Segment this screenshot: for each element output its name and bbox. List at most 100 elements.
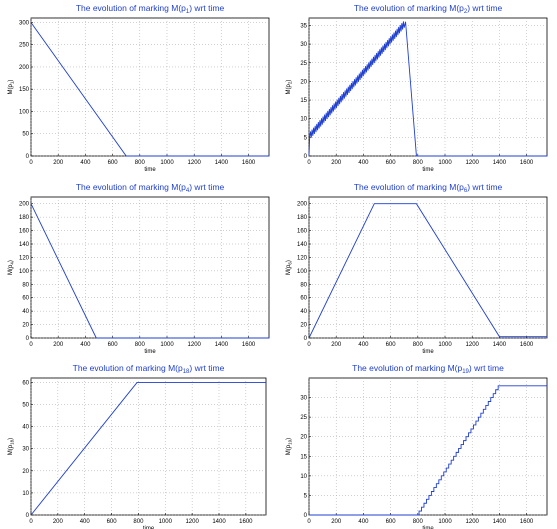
y-tick-label: 20: [300, 435, 307, 441]
y-tick-label: 40: [22, 425, 29, 431]
chart-title: The evolution of marking M(p2) wrt time: [354, 3, 503, 15]
x-tick-label: 1000: [159, 519, 173, 525]
x-tick-label: 1000: [438, 160, 452, 166]
y-tick-label: 200: [19, 202, 30, 208]
y-axis-label: M(p1): [8, 80, 15, 95]
y-tick-label: 20: [22, 469, 29, 475]
x-tick-label: 600: [108, 342, 119, 348]
x-tick-label: 1000: [160, 160, 174, 166]
x-tick-label: 400: [80, 342, 91, 348]
x-tick-label: 1600: [520, 519, 534, 525]
y-tick-label: 60: [22, 296, 29, 302]
y-tick-label: 140: [19, 242, 30, 248]
y-tick-label: 100: [19, 269, 30, 275]
y-tick-label: 160: [19, 229, 30, 235]
y-tick-label: 0: [304, 513, 308, 519]
x-tick-label: 0: [29, 519, 33, 525]
x-tick-label: 1200: [185, 519, 199, 525]
y-tick-label: 10: [300, 117, 307, 123]
x-tick-label: 1600: [242, 160, 256, 166]
y-axis-label: M(p4): [8, 260, 15, 275]
x-tick-label: 1600: [520, 342, 534, 348]
x-tick-label: 600: [386, 342, 397, 348]
y-tick-label: 20: [22, 323, 29, 329]
x-tick-label: 600: [107, 519, 118, 525]
x-tick-label: 1200: [466, 342, 480, 348]
x-tick-label: 1400: [215, 342, 229, 348]
x-tick-label: 800: [413, 342, 424, 348]
x-axis-label: time: [422, 167, 434, 173]
plot-area: [30, 196, 270, 339]
chart-title: The evolution of marking M(p19) wrt time: [352, 363, 504, 375]
y-tick-label: 180: [19, 215, 30, 221]
y-tick-label: 200: [297, 202, 308, 208]
y-tick-label: 80: [300, 282, 307, 288]
plot-area: [30, 17, 270, 157]
x-axis-label: time: [422, 526, 434, 529]
chart-panel-5: 0 200 400 600 800 1000 1200 1400 1600 0 10 20 30 40 50…: [8, 363, 267, 529]
y-tick-label: 150: [19, 87, 30, 93]
chart-panel-2: 0 200 400 600 800 1000 1200 1400 1600 0 5 10 15 20 25 3…: [286, 3, 548, 173]
y-tick-label: 300: [19, 20, 30, 26]
y-tick-label: 120: [19, 255, 30, 261]
chart-title: The evolution of marking M(p1) wrt time: [76, 3, 225, 15]
y-tick-label: 10: [300, 474, 307, 480]
y-tick-label: 0: [304, 154, 308, 160]
x-tick-label: 1200: [466, 160, 480, 166]
y-tick-label: 200: [19, 65, 30, 71]
x-tick-label: 200: [53, 342, 64, 348]
x-tick-label: 200: [53, 519, 64, 525]
x-tick-label: 800: [135, 342, 146, 348]
x-tick-label: 0: [307, 342, 311, 348]
x-axis-label: time: [144, 167, 156, 173]
y-tick-label: 0: [26, 513, 30, 519]
y-tick-label: 15: [300, 98, 307, 104]
y-tick-label: 25: [300, 415, 307, 421]
y-tick-label: 120: [297, 255, 308, 261]
x-tick-label: 1400: [493, 519, 507, 525]
x-tick-label: 200: [53, 160, 64, 166]
x-tick-label: 200: [331, 519, 342, 525]
y-tick-label: 180: [297, 215, 308, 221]
y-tick-label: 10: [22, 491, 29, 497]
x-tick-label: 200: [331, 342, 342, 348]
y-tick-label: 20: [300, 323, 307, 329]
y-axis-label: M(p18): [8, 438, 15, 455]
series-line-1: [30, 381, 266, 516]
x-tick-label: 1400: [493, 342, 507, 348]
y-tick-label: 15: [300, 454, 307, 460]
series-line-1: [30, 22, 269, 157]
chart-panel-4: 0 200 400 600 800 1000 1200 1400 1600 0 20 40 60 80 10…: [286, 182, 548, 355]
x-tick-label: 800: [133, 519, 144, 525]
series-line-1: [308, 21, 547, 157]
chart-panel-3: 0 200 400 600 800 1000 1200 1400 1600 0 20 40 60 80 10…: [8, 182, 270, 355]
x-tick-label: 800: [413, 160, 424, 166]
x-tick-label: 400: [358, 342, 369, 348]
x-tick-label: 1400: [493, 160, 507, 166]
y-axis-label: M(p2): [286, 80, 293, 95]
y-tick-label: 100: [19, 109, 30, 115]
x-tick-label: 1000: [438, 342, 452, 348]
x-tick-label: 400: [80, 519, 91, 525]
plot-area: [308, 196, 548, 339]
x-tick-label: 1400: [215, 160, 229, 166]
x-tick-label: 1200: [466, 519, 480, 525]
x-tick-label: 0: [307, 160, 311, 166]
x-tick-label: 400: [358, 519, 369, 525]
y-tick-label: 25: [300, 61, 307, 67]
x-tick-label: 600: [108, 160, 119, 166]
x-tick-label: 800: [135, 160, 146, 166]
y-tick-label: 160: [297, 229, 308, 235]
x-tick-label: 1600: [239, 519, 253, 525]
x-tick-label: 1000: [438, 519, 452, 525]
plot-area: [308, 377, 548, 516]
y-tick-label: 30: [300, 42, 307, 48]
y-tick-label: 35: [300, 23, 307, 29]
y-tick-label: 40: [300, 309, 307, 315]
x-tick-label: 1200: [188, 160, 202, 166]
y-tick-label: 60: [300, 296, 307, 302]
chart-title: The evolution of marking M(p4) wrt time: [76, 182, 225, 194]
chart-title: The evolution of marking M(p18) wrt time: [73, 363, 225, 375]
y-tick-label: 50: [22, 132, 29, 138]
